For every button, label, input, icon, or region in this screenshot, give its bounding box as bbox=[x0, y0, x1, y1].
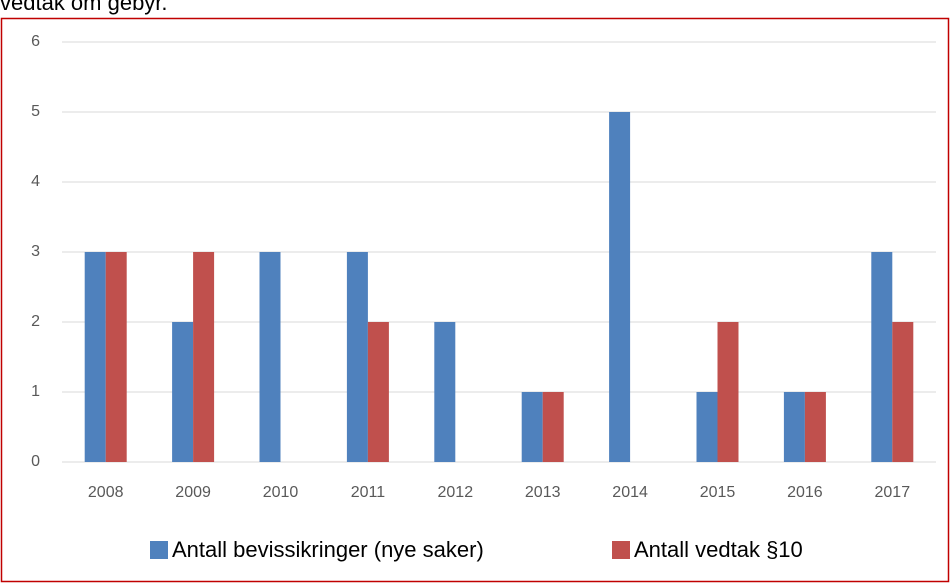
x-tick-label: 2015 bbox=[700, 484, 736, 501]
legend-label: Antall bevissikringer (nye saker) bbox=[172, 537, 484, 562]
x-tick-label: 2014 bbox=[612, 484, 648, 501]
y-tick-label: 1 bbox=[31, 383, 40, 400]
x-tick-label: 2008 bbox=[88, 484, 124, 501]
bar bbox=[172, 322, 194, 462]
bar bbox=[346, 252, 368, 462]
x-tick-label: 2011 bbox=[351, 484, 386, 501]
bar bbox=[696, 392, 718, 462]
x-tick-label: 2013 bbox=[525, 484, 561, 501]
y-tick-label: 0 bbox=[31, 453, 40, 470]
bar bbox=[804, 392, 826, 462]
y-tick-label: 3 bbox=[31, 243, 40, 260]
bar bbox=[542, 392, 564, 462]
chart-border bbox=[0, 17, 950, 583]
legend-swatch bbox=[612, 541, 630, 559]
y-tick-label: 5 bbox=[31, 103, 40, 120]
y-tick-label: 2 bbox=[31, 313, 40, 330]
bar bbox=[434, 322, 456, 462]
header-text: vedtak om gebyr. bbox=[0, 0, 168, 15]
x-tick-label: 2010 bbox=[263, 484, 299, 501]
bar bbox=[783, 392, 805, 462]
legend-label: Antall vedtak §10 bbox=[634, 537, 803, 562]
y-tick-label: 6 bbox=[31, 33, 40, 50]
x-tick-label: 2016 bbox=[787, 484, 823, 501]
bar bbox=[871, 252, 893, 462]
bar bbox=[609, 112, 631, 462]
bar bbox=[105, 252, 127, 462]
x-tick-label: 2009 bbox=[175, 484, 211, 501]
legend-swatch bbox=[150, 541, 168, 559]
bar bbox=[521, 392, 543, 462]
y-tick-label: 4 bbox=[31, 173, 40, 190]
bar bbox=[367, 322, 389, 462]
bar bbox=[259, 252, 281, 462]
bar bbox=[892, 322, 914, 462]
x-tick-label: 2017 bbox=[875, 484, 911, 501]
bar bbox=[84, 252, 106, 462]
bar bbox=[717, 322, 739, 462]
bar bbox=[193, 252, 215, 462]
x-tick-label: 2012 bbox=[438, 484, 474, 501]
